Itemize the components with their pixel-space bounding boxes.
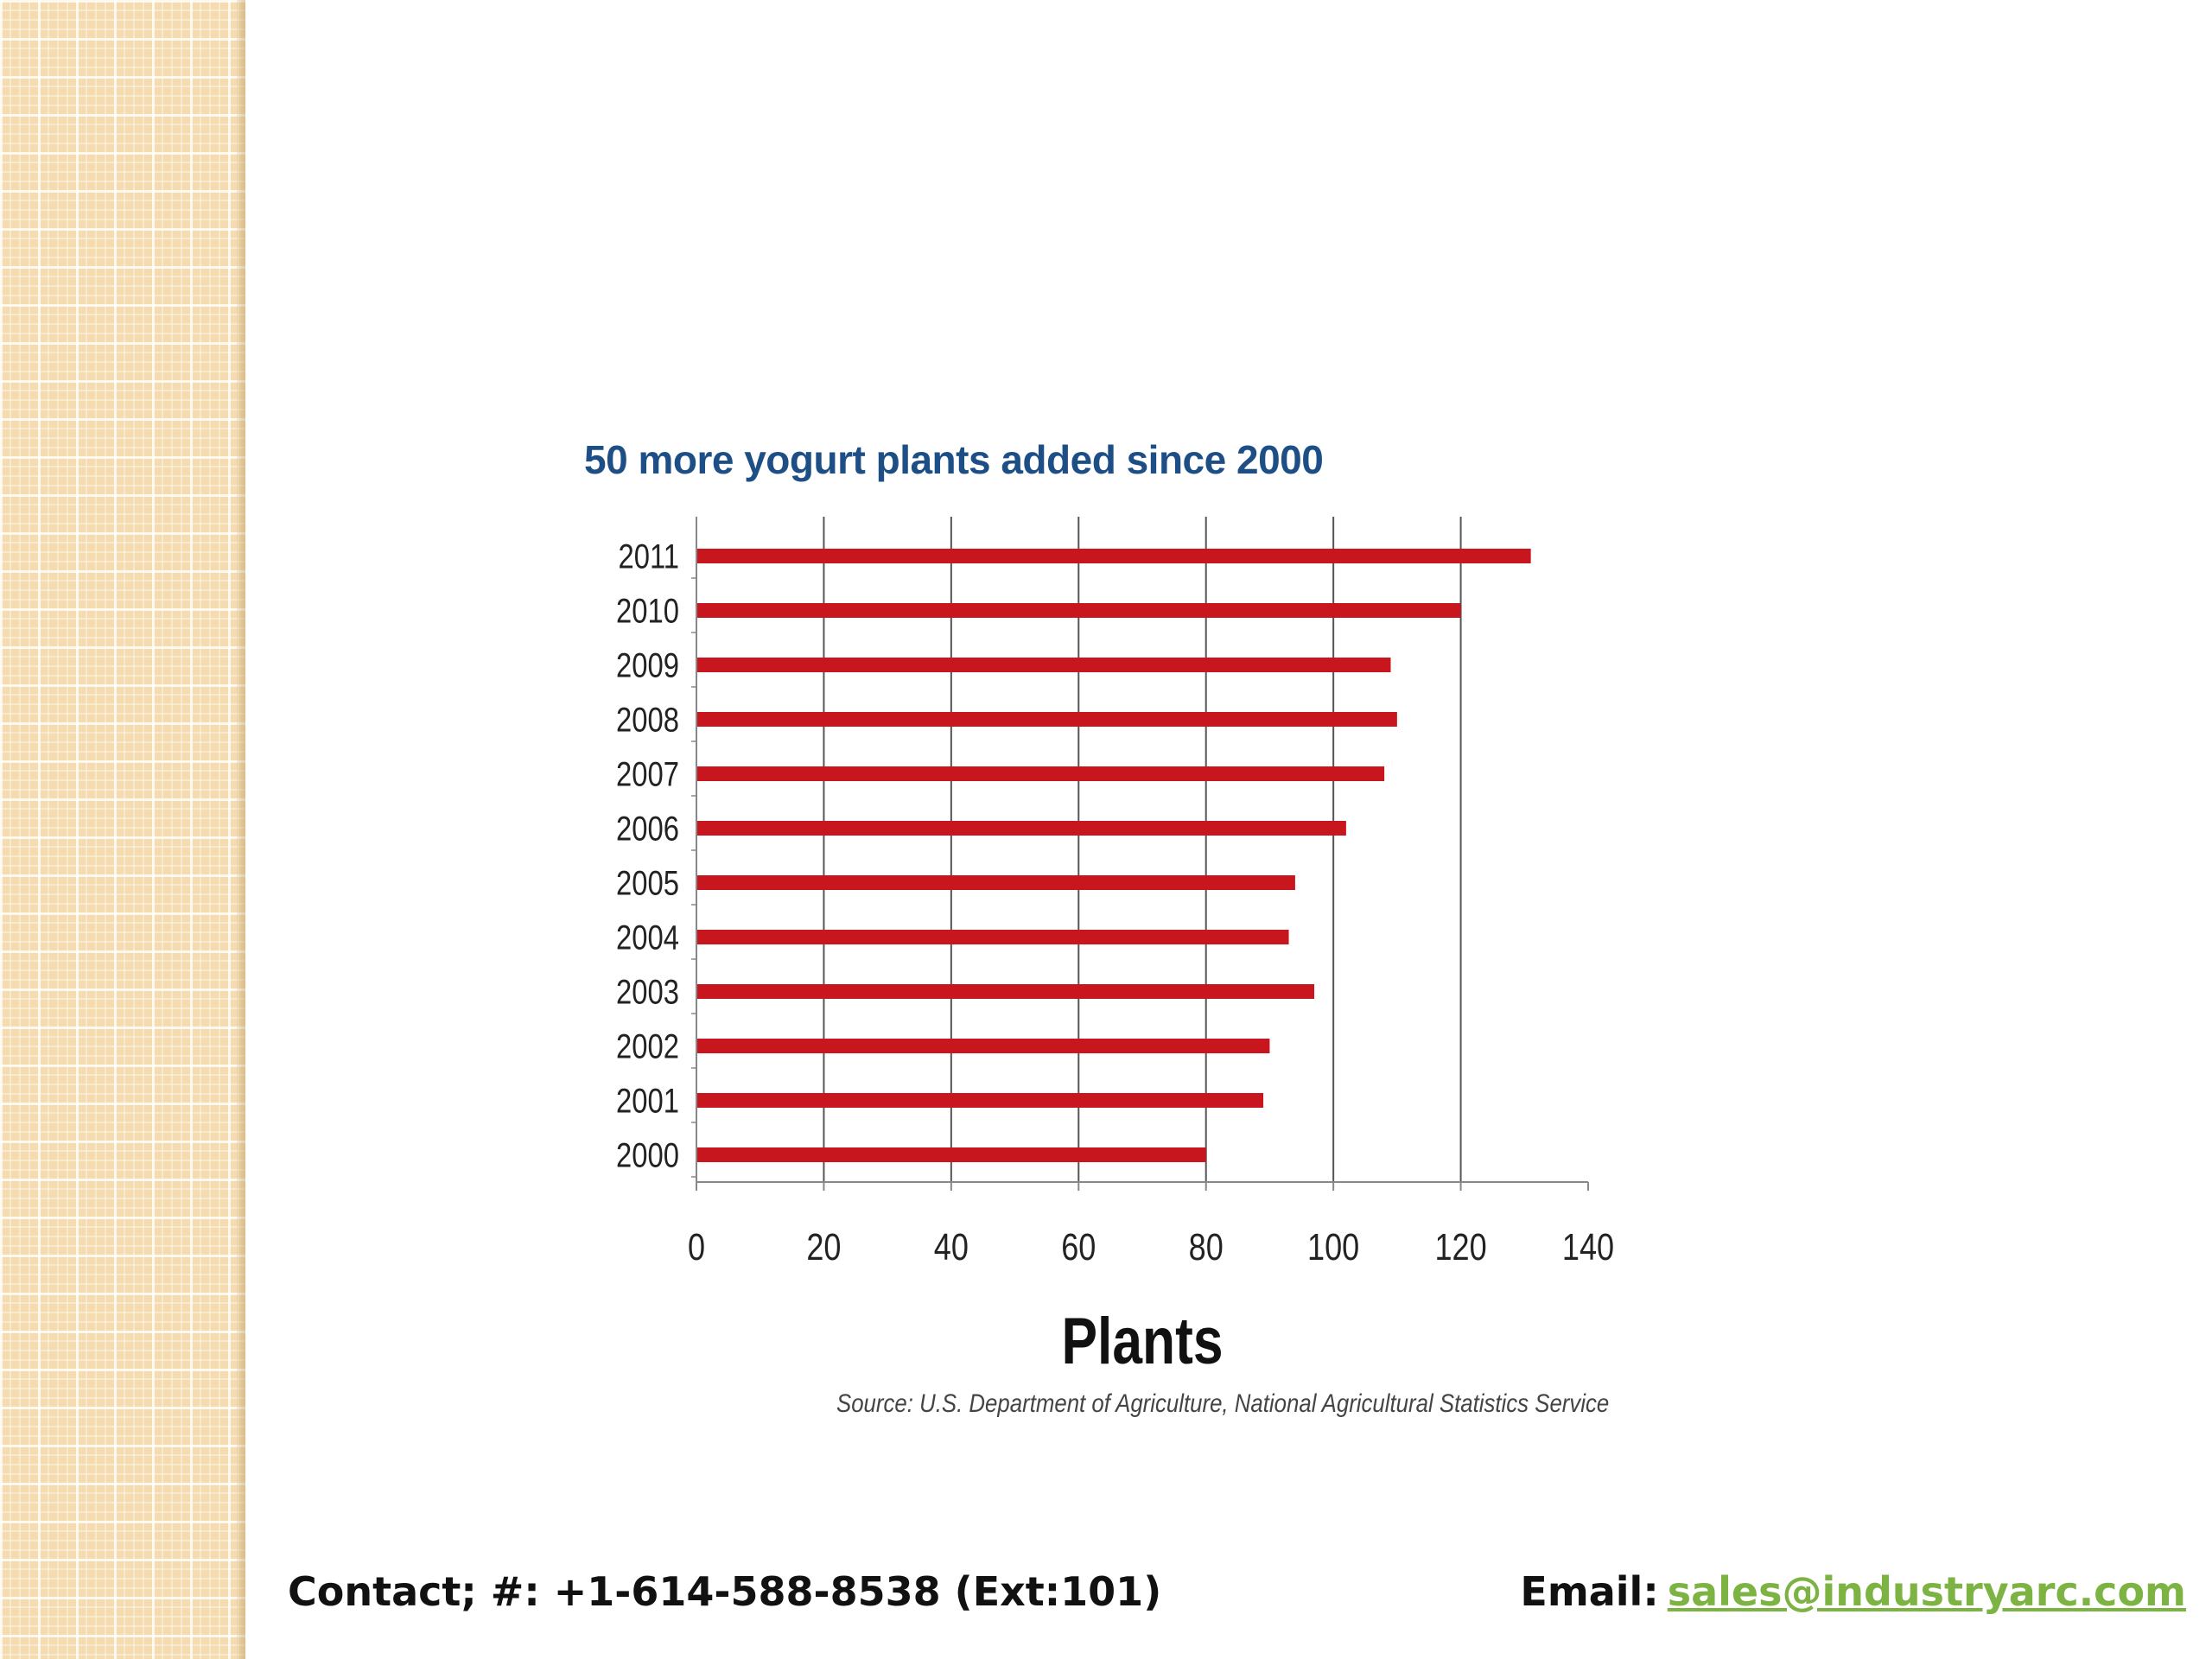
x-axis-title: Plants	[1062, 1304, 1224, 1377]
y-tick-labels: 2011 2010 2009 2008 2007 2006 2005 2004 2003 2002…	[616, 537, 679, 1174]
y-tick-label-2008: 2008	[616, 700, 679, 739]
bar-2004	[696, 930, 1289, 944]
chart-title: 50 more yogurt plants added since 2000	[584, 437, 1324, 482]
bar-2007	[696, 766, 1385, 781]
x-tick-label-40: 40	[934, 1226, 969, 1268]
y-tick-label-2005: 2005	[616, 863, 679, 902]
y-tick-label-2006: 2006	[616, 809, 679, 848]
x-tick-label-100: 100	[1307, 1226, 1359, 1268]
x-tick-label-120: 120	[1434, 1226, 1486, 1268]
bar-2009	[696, 658, 1391, 672]
x-tick-label-60: 60	[1061, 1226, 1096, 1268]
decorative-side-pattern	[0, 0, 245, 1659]
y-tick-label-2000: 2000	[616, 1135, 679, 1174]
x-tick-label-20: 20	[806, 1226, 841, 1268]
y-tick-label-2001: 2001	[616, 1081, 679, 1120]
bar-2002	[696, 1039, 1270, 1053]
y-tick-label-2003: 2003	[616, 972, 679, 1011]
contact-phone: Contact; #: +1-614-588-8538 (Ext:101)	[288, 1568, 1162, 1615]
bar-2001	[696, 1093, 1264, 1108]
bar-2011	[696, 549, 1531, 563]
x-tick-label-140: 140	[1562, 1226, 1614, 1268]
bar-2008	[696, 712, 1397, 727]
bar-2003	[696, 984, 1315, 999]
y-tick-label-2011: 2011	[618, 537, 679, 575]
bars	[696, 549, 1531, 1162]
bar-2000	[696, 1147, 1206, 1162]
source-note: Source: U.S. Department of Agriculture, …	[836, 1389, 1610, 1418]
y-tick-label-2002: 2002	[616, 1027, 679, 1065]
email-link[interactable]: sales@industryarc.com	[1667, 1568, 2186, 1615]
x-tick-label-0: 0	[688, 1226, 705, 1268]
x-tick-label-80: 80	[1189, 1226, 1224, 1268]
y-tick-label-2004: 2004	[616, 918, 679, 957]
y-tick-label-2010: 2010	[616, 591, 679, 630]
x-tick-labels: 0 20 40 60 80 100 120 140	[688, 1226, 1614, 1268]
grid-lines	[823, 517, 1462, 1182]
bar-2005	[696, 875, 1295, 890]
bar-2010	[696, 603, 1461, 618]
email-label: Email:	[1520, 1568, 1659, 1615]
y-tick-label-2007: 2007	[616, 754, 679, 793]
y-tick-label-2009: 2009	[616, 645, 679, 684]
axes	[691, 517, 1589, 1191]
bar-2006	[696, 821, 1346, 836]
contact-email: Email: sales@industryarc.com	[1520, 1568, 2186, 1615]
